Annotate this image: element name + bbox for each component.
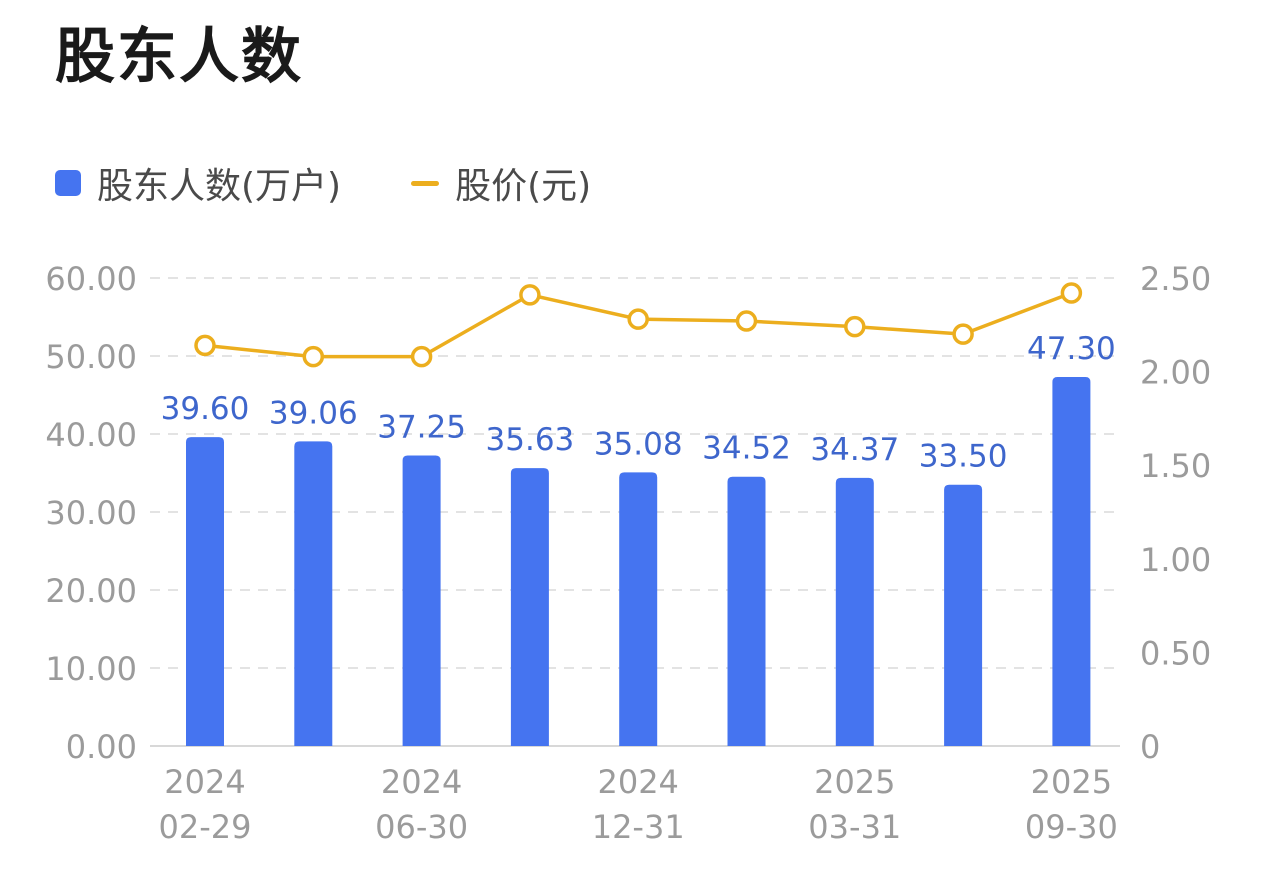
legend-bar-swatch: [55, 170, 81, 196]
y-right-tick-label: 0.50: [1140, 634, 1211, 672]
bar-value-label: 35.08: [594, 426, 683, 462]
y-left-tick-label: 30.00: [45, 494, 137, 532]
bar-value-label: 35.63: [486, 422, 575, 458]
price-point: [627, 308, 649, 330]
y-right-tick-label: 1.00: [1140, 541, 1211, 579]
y-left-tick-label: 40.00: [45, 416, 137, 454]
bar: [727, 476, 766, 746]
bar: [510, 468, 549, 746]
y-right-tick-label: 2.00: [1140, 354, 1211, 392]
x-tick-date: 12-31: [592, 808, 685, 846]
x-tick-date: 02-29: [159, 808, 252, 846]
price-point: [844, 315, 866, 338]
x-tick-year: 2024: [164, 763, 245, 801]
y-left-tick-label: 10.00: [45, 650, 137, 688]
bar: [619, 472, 658, 746]
y-right-tick-label: 1.50: [1140, 447, 1211, 485]
bar-value-label: 47.30: [1027, 331, 1116, 367]
price-point: [1060, 282, 1083, 304]
x-tick-year: 2024: [597, 763, 678, 801]
price-point: [735, 310, 758, 332]
bar-value-label: 33.50: [919, 439, 1008, 475]
y-left-tick-label: 0.00: [66, 728, 137, 766]
bar-value-label: 34.37: [810, 432, 899, 468]
price-point: [952, 323, 974, 345]
bar: [294, 441, 333, 746]
price-point: [194, 334, 216, 357]
y-right-tick-label: 2.50: [1140, 260, 1211, 298]
bar-value-label: 37.25: [377, 409, 466, 445]
y-left-tick-label: 20.00: [45, 572, 137, 610]
y-left-tick-label: 60.00: [45, 260, 137, 298]
bar-value-label: 34.52: [702, 431, 791, 467]
legend-item-price[interactable]: 股价(元): [411, 157, 591, 209]
legend-item-holders[interactable]: 股东人数(万户): [55, 157, 341, 209]
x-tick-year: 2025: [1031, 763, 1112, 801]
bar-value-label: 39.06: [269, 395, 358, 431]
x-tick-date: 06-30: [375, 808, 468, 846]
y-right-tick-label: 0: [1140, 728, 1160, 766]
price-point: [302, 345, 325, 368]
x-tick-year: 2024: [381, 763, 462, 801]
price-point: [410, 345, 433, 368]
bar-value-label: 39.60: [161, 391, 250, 427]
bar: [1052, 377, 1091, 746]
legend-price-label: 股价(元): [455, 166, 592, 207]
page-title: 股东人数: [55, 22, 303, 92]
x-tick-date: 03-31: [808, 808, 901, 846]
y-left-tick-label: 50.00: [45, 338, 137, 376]
legend: 股东人数(万户) 股价(元): [55, 158, 591, 208]
legend-line-swatch: [411, 180, 440, 186]
bar: [944, 484, 983, 746]
bar: [186, 437, 224, 746]
price-point: [519, 284, 541, 306]
bar: [402, 455, 441, 746]
bar: [835, 477, 874, 746]
x-tick-date: 09-30: [1025, 808, 1118, 846]
x-tick-year: 2025: [814, 763, 895, 801]
legend-holders-label: 股东人数(万户): [97, 166, 342, 207]
